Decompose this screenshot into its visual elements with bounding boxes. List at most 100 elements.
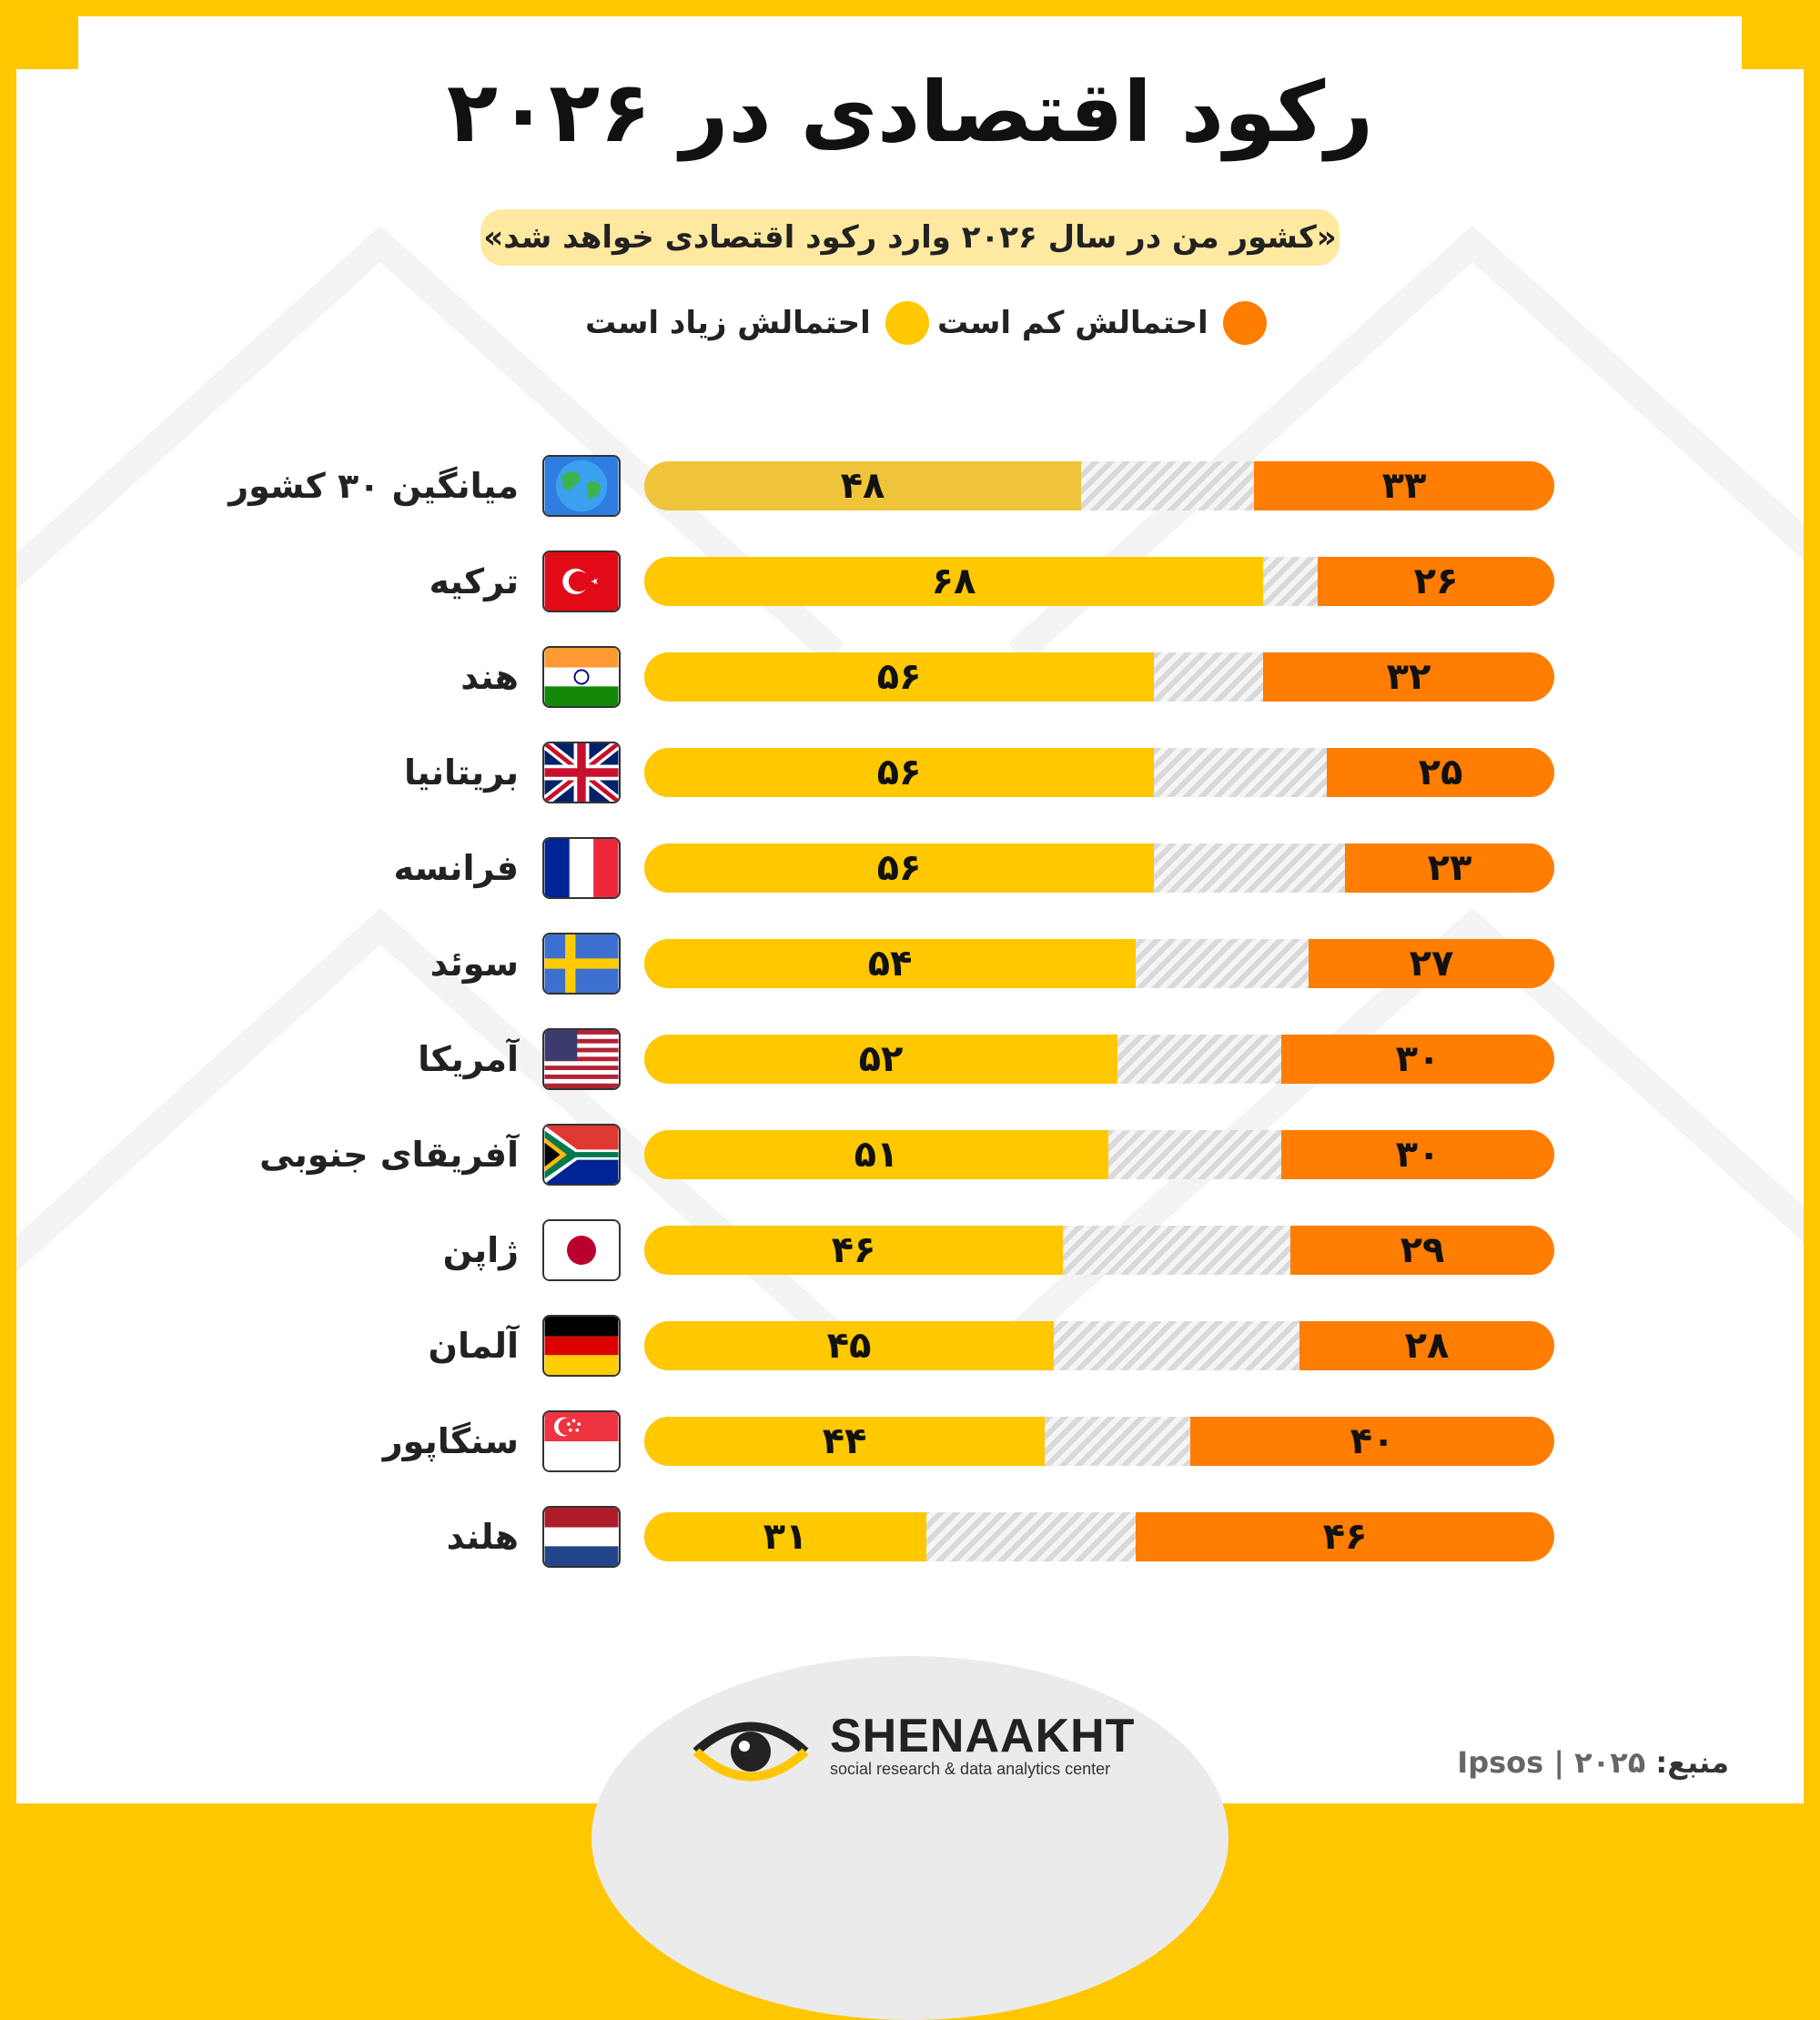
category-label: آفریقای جنوبی bbox=[259, 1135, 519, 1175]
category-label: آمریکا bbox=[418, 1039, 519, 1079]
frame-notch bbox=[16, 16, 78, 69]
bar-segment-low: ۲۷ bbox=[1309, 939, 1554, 988]
bar-segment-high: ۶۸ bbox=[644, 557, 1263, 606]
data-label-low: ۲۵ bbox=[1418, 752, 1463, 793]
chart-row: آلمان ۴۵ ۲۸ bbox=[0, 1315, 1820, 1415]
data-label-low: ۲۷ bbox=[1409, 943, 1454, 985]
data-label-high: ۴۴ bbox=[822, 1420, 867, 1462]
data-label-high: ۳۱ bbox=[763, 1516, 808, 1558]
netherlands-flag-icon bbox=[542, 1506, 621, 1568]
bar-segment-low: ۲۶ bbox=[1318, 557, 1554, 606]
japan-flag-icon bbox=[542, 1219, 621, 1281]
source-value: Ipsos | ۲۰۲۵ bbox=[1457, 1745, 1646, 1780]
singapore-flag-icon bbox=[542, 1410, 621, 1472]
source-credit: منبع: Ipsos | ۲۰۲۵ bbox=[1457, 1745, 1729, 1780]
brand-name: SHENAAKHT bbox=[830, 1710, 1136, 1762]
data-label-high: ۵۲ bbox=[858, 1038, 904, 1080]
legend-label-high: احتمالش زیاد است bbox=[585, 305, 871, 341]
bar-track: ۵۶ ۲۳ bbox=[644, 843, 1554, 893]
data-label-high: ۵۶ bbox=[876, 656, 922, 698]
bar-segment-high: ۴۶ bbox=[644, 1226, 1063, 1275]
background-pattern bbox=[16, 225, 1804, 1347]
bar-track: ۴۴ ۴۰ bbox=[644, 1417, 1554, 1466]
bar-segment-low: ۳۲ bbox=[1263, 652, 1554, 702]
bar-segment-high: ۵۲ bbox=[644, 1035, 1117, 1084]
data-label-low: ۲۳ bbox=[1427, 847, 1472, 889]
category-label: سنگاپور bbox=[382, 1421, 519, 1461]
usa-flag-icon bbox=[542, 1028, 621, 1090]
data-label-low: ۲۶ bbox=[1413, 561, 1459, 602]
bar-segment-high: ۵۱ bbox=[644, 1130, 1108, 1179]
bar-track: ۵۴ ۲۷ bbox=[644, 939, 1554, 988]
category-label: هلند bbox=[446, 1517, 519, 1557]
bar-segment-low: ۲۳ bbox=[1345, 843, 1554, 893]
category-label: ترکیه bbox=[429, 561, 519, 601]
data-label-low: ۲۹ bbox=[1400, 1229, 1445, 1271]
chart-row: بریتانیا ۵۶ ۲۵ bbox=[0, 742, 1820, 842]
bar-segment-low: ۴۰ bbox=[1190, 1417, 1554, 1466]
data-label-low: ۳۰ bbox=[1395, 1038, 1441, 1080]
data-label-low: ۴۰ bbox=[1350, 1420, 1395, 1462]
legend-swatch-low bbox=[1222, 301, 1267, 345]
category-label: ژاپن bbox=[442, 1230, 519, 1270]
legend-item-high: احتمالش زیاد است bbox=[585, 296, 929, 350]
data-label-low: ۲۸ bbox=[1404, 1325, 1450, 1367]
globe-icon bbox=[542, 455, 621, 517]
uk-flag-icon bbox=[542, 742, 621, 803]
bar-segment-high: ۴۵ bbox=[644, 1321, 1054, 1370]
bar-track: ۵۶ ۲۵ bbox=[644, 748, 1554, 797]
chart-row: آمریکا ۵۲ ۳۰ bbox=[0, 1028, 1820, 1128]
chart-row: ژاپن ۴۶ ۲۹ bbox=[0, 1219, 1820, 1319]
eye-logo-icon bbox=[693, 1722, 809, 1782]
india-flag-icon bbox=[542, 646, 621, 708]
bar-segment-low: ۲۹ bbox=[1290, 1226, 1554, 1275]
bar-segment-high: ۵۶ bbox=[644, 748, 1154, 797]
sweden-flag-icon bbox=[542, 933, 621, 995]
turkey-flag-icon bbox=[542, 550, 621, 612]
data-label-high: ۵۴ bbox=[867, 943, 913, 985]
data-label-low: ۴۶ bbox=[1322, 1516, 1368, 1558]
data-label-high: ۵۱ bbox=[854, 1134, 899, 1176]
bar-segment-low: ۴۶ bbox=[1136, 1512, 1554, 1561]
france-flag-icon bbox=[542, 837, 621, 899]
legend-item-low: احتمالش کم است bbox=[937, 296, 1267, 350]
data-label-high: ۴۶ bbox=[831, 1229, 876, 1271]
chart-row: سوئد ۵۴ ۲۷ bbox=[0, 933, 1820, 1033]
germany-flag-icon bbox=[542, 1315, 621, 1377]
bar-segment-high: ۳۱ bbox=[644, 1512, 926, 1561]
bar-track: ۴۶ ۲۹ bbox=[644, 1226, 1554, 1275]
data-label-high: ۴۸ bbox=[840, 465, 885, 507]
data-label-high: ۵۶ bbox=[876, 752, 922, 793]
bar-track: ۵۲ ۳۰ bbox=[644, 1035, 1554, 1084]
bar-track: ۴۸ ۳۳ bbox=[644, 461, 1554, 510]
bar-segment-high: ۵۶ bbox=[644, 652, 1154, 702]
south-africa-flag-icon bbox=[542, 1124, 621, 1186]
chart-row: آفریقای جنوبی ۵۱ ۳۰ bbox=[0, 1124, 1820, 1224]
data-label-high: ۵۶ bbox=[876, 847, 922, 889]
bar-track: ۶۸ ۲۶ bbox=[644, 557, 1554, 606]
bar-track: ۵۶ ۳۲ bbox=[644, 652, 1554, 702]
chart-row: سنگاپور ۴۴ ۴۰ bbox=[0, 1410, 1820, 1510]
frame-notch bbox=[1742, 16, 1804, 69]
chart-row: میانگین ۳۰ کشور ۴۸ ۳۳ bbox=[0, 455, 1820, 555]
category-label: میانگین ۳۰ کشور bbox=[228, 466, 519, 506]
bar-track: ۵۱ ۳۰ bbox=[644, 1130, 1554, 1179]
data-label-high: ۴۵ bbox=[826, 1325, 872, 1367]
bar-segment-low: ۲۵ bbox=[1327, 748, 1554, 797]
legend-swatch-high bbox=[885, 301, 929, 345]
category-label: سوئد bbox=[430, 944, 519, 984]
bar-segment-low: ۳۰ bbox=[1281, 1130, 1554, 1179]
bar-segment-low: ۲۸ bbox=[1299, 1321, 1554, 1370]
data-label-low: ۳۲ bbox=[1386, 656, 1431, 698]
legend-label-low: احتمالش کم است bbox=[937, 305, 1208, 341]
data-label-high: ۶۸ bbox=[931, 561, 976, 602]
bar-segment-high: ۴۴ bbox=[644, 1417, 1045, 1466]
chart-row: ترکیه ۶۸ ۲۶ bbox=[0, 550, 1820, 651]
category-label: آلمان bbox=[428, 1326, 519, 1366]
chart-row: هلند ۳۱ ۴۶ bbox=[0, 1506, 1820, 1606]
page-title: رکود اقتصادی در ۲۰۲۶ bbox=[446, 64, 1374, 161]
category-label: هند bbox=[460, 657, 519, 697]
bar-segment-high: ۴۸ bbox=[644, 461, 1081, 510]
chart-subtitle: «کشور من در سال ۲۰۲۶ وارد رکود اقتصادی خ… bbox=[480, 209, 1340, 266]
bar-track: ۴۵ ۲۸ bbox=[644, 1321, 1554, 1370]
